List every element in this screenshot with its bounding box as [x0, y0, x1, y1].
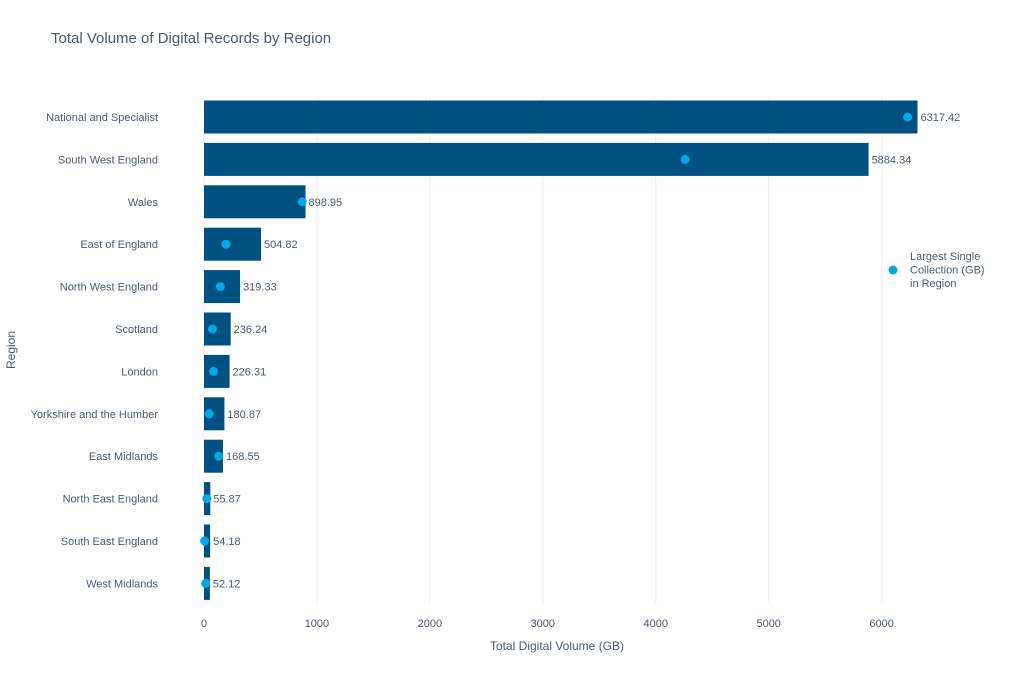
- data-label: 504.82: [264, 239, 298, 251]
- legend: Largest Single Collection (GB)in Region: [888, 251, 985, 290]
- collection-marker: [215, 282, 225, 292]
- collection-marker: [202, 494, 212, 504]
- x-axis-title: Total Digital Volume (GB): [490, 639, 624, 653]
- legend-label: Largest Single Collection (GB)in Region: [910, 251, 985, 290]
- y-tick-label: Yorkshire and the Humber: [31, 409, 159, 421]
- bar: [204, 142, 869, 176]
- bars: [204, 100, 918, 600]
- y-tick-label: Scotland: [115, 324, 158, 336]
- bar: [204, 227, 262, 261]
- grid-lines: [203, 96, 883, 603]
- y-tick-label: West Midlands: [86, 578, 158, 590]
- collection-marker: [297, 197, 307, 207]
- bar: [204, 397, 225, 431]
- collection-marker: [903, 112, 913, 122]
- bar: [204, 100, 918, 134]
- data-labels: 6317.42 5884.34 898.95 504.82 319.33 236.24 22…: [213, 112, 960, 590]
- y-tick-label: South West England: [58, 154, 158, 166]
- markers: [200, 112, 913, 588]
- x-tick-label: 1000: [305, 618, 329, 630]
- y-tick-label: London: [121, 366, 158, 378]
- collection-marker: [201, 578, 211, 588]
- collection-marker: [221, 239, 231, 249]
- y-tick-label: National and Specialist: [46, 112, 158, 124]
- y-axis-title: Region: [4, 331, 18, 369]
- y-tick-label: North East England: [63, 494, 158, 506]
- data-label: 52.12: [213, 578, 241, 590]
- y-tick-labels: National and Specialist South West Englan…: [31, 112, 159, 590]
- collection-marker: [207, 324, 217, 334]
- data-label: 168.55: [226, 451, 260, 463]
- x-tick-label: 3000: [531, 618, 555, 630]
- y-tick-label: South East England: [61, 536, 158, 548]
- data-label: 180.87: [227, 409, 261, 421]
- legend-label-line: Largest Single: [910, 251, 980, 263]
- data-label: 898.95: [309, 197, 343, 209]
- x-tick-label: 5000: [756, 618, 780, 630]
- x-tick-label: 2000: [418, 618, 442, 630]
- data-label: 54.18: [213, 536, 241, 548]
- data-label: 55.87: [213, 494, 241, 506]
- collection-marker: [209, 366, 219, 376]
- collection-marker: [680, 154, 690, 164]
- bar: [204, 439, 224, 473]
- collection-marker: [204, 409, 214, 419]
- chart-title: Total Volume of Digital Records by Regio…: [51, 30, 331, 47]
- collection-marker: [214, 451, 224, 461]
- data-label: 6317.42: [920, 112, 960, 124]
- legend-label-line: in Region: [910, 278, 956, 290]
- x-tick-labels: 0 1000 2000 3000 4000 5000 6000: [201, 618, 894, 630]
- data-label: 5884.34: [872, 154, 912, 166]
- data-label: 226.31: [233, 366, 267, 378]
- y-tick-label: North West England: [60, 282, 158, 294]
- x-tick-label: 0: [201, 618, 207, 630]
- y-tick-label: Wales: [128, 197, 159, 209]
- bar: [204, 185, 306, 219]
- x-tick-label: 6000: [869, 618, 893, 630]
- legend-marker: [888, 265, 898, 275]
- x-tick-label: 4000: [644, 618, 668, 630]
- legend-label-line: Collection (GB): [910, 265, 985, 277]
- collection-marker: [200, 536, 210, 546]
- y-tick-label: East of England: [80, 239, 158, 251]
- data-label: 236.24: [234, 324, 268, 336]
- data-label: 319.33: [243, 282, 277, 294]
- y-tick-label: East Midlands: [89, 451, 159, 463]
